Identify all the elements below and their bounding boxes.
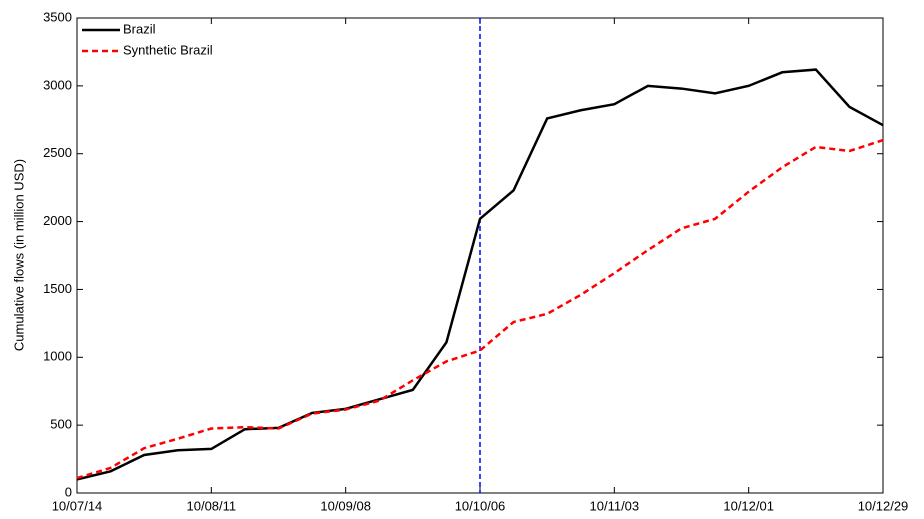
x-tick-label: 10/11/03 bbox=[590, 498, 640, 513]
y-tick-label: 2500 bbox=[43, 145, 72, 160]
y-tick-label: 3500 bbox=[43, 9, 72, 24]
series-line bbox=[76, 68, 884, 481]
x-tick-label: 10/10/06 bbox=[455, 498, 506, 513]
x-tick-label: 10/08/11 bbox=[187, 498, 237, 513]
y-axis-label: Cumulative flows (in million USD) bbox=[11, 159, 26, 351]
y-tick-label: 1500 bbox=[43, 281, 72, 296]
legend-label: Synthetic Brazil bbox=[123, 42, 213, 57]
y-tick-label: 1000 bbox=[43, 349, 72, 364]
x-tick-label: 10/12/01 bbox=[723, 498, 774, 513]
legend-label: Brazil bbox=[123, 21, 156, 36]
y-tick-label: 3000 bbox=[43, 77, 72, 92]
series-line bbox=[76, 138, 884, 480]
x-tick-label: 10/09/08 bbox=[320, 498, 371, 513]
y-tick-label: 500 bbox=[50, 417, 72, 432]
x-tick-label: 10/07/14 bbox=[52, 498, 103, 513]
y-tick-label: 2000 bbox=[43, 213, 72, 228]
x-tick-label: 10/12/29 bbox=[858, 498, 909, 513]
y-tick-label: 0 bbox=[65, 484, 72, 499]
